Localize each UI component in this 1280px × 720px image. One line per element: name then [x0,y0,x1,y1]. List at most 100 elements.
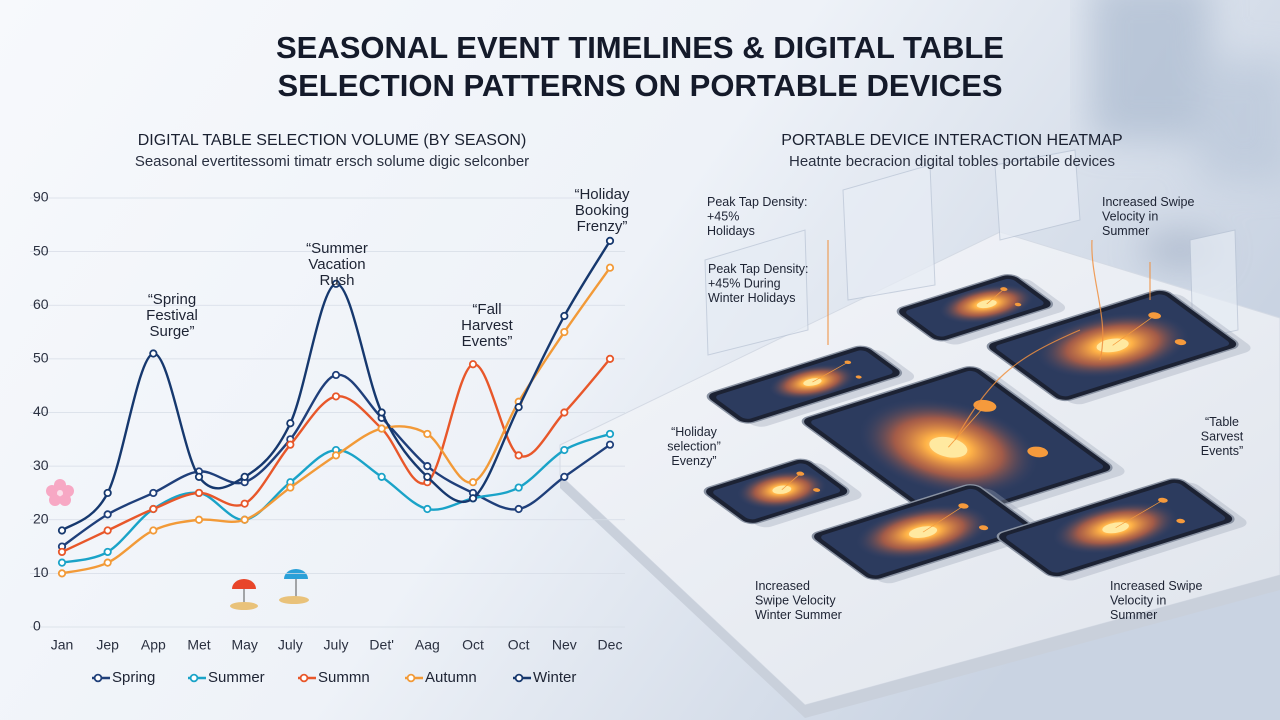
chart-title: DIGITAL TABLE SELECTION VOLUME (BY SEASO… [138,132,527,149]
legend-marker [514,673,524,683]
heat-trail [1112,315,1156,346]
devices [703,274,1251,584]
legend-marker [299,673,309,683]
annotation-line: Winter Holidays [708,291,796,305]
heat-core [1096,338,1129,353]
heat-core [772,485,792,494]
x-tick-label: May [231,637,257,653]
x-tick-label: Aag [415,637,440,653]
data-point [468,494,478,503]
legend-label: Summer [208,669,265,686]
data-point [286,419,295,428]
data-point [57,526,67,535]
x-tick-label: Nev [552,637,577,653]
data-point [240,515,249,524]
annotation: Peak Tap Density: +45% During Winter Holid… [708,262,809,305]
heat-dot [813,488,821,492]
data-point [468,360,478,369]
beach-icon [279,569,309,604]
annotation-line: Winter Summer [755,608,842,622]
heat-trail [781,473,801,490]
x-tick-label: Oct [462,637,484,653]
main-title: SELECTION PATTERNS ON PORTABLE DEVICES [277,68,1002,103]
x-tick-label: July [324,637,349,653]
annotation-line: “Table [1205,415,1239,429]
heat-dot [1148,312,1161,319]
annotation: Increased Swipe Velocity in Summer [1110,579,1202,622]
heat-trail [1115,500,1164,528]
device [801,366,1125,526]
data-point [149,349,158,358]
annotation-line: Events” [1201,444,1243,458]
annotation-line: Booking [575,202,629,219]
legend-marker [189,673,199,683]
beach-icon [230,579,258,610]
y-tick-label: 50 [33,350,49,366]
annotation-line: Vacation [308,256,365,273]
data-point [57,558,67,567]
heat-dot [1174,339,1187,346]
annotation-line: Increased Swipe [1102,195,1194,209]
data-point [514,483,523,492]
device [703,458,862,528]
legend-marker [93,673,103,683]
annotation-line: Surge” [149,323,194,340]
x-tick-label: Det' [369,637,393,653]
data-point [103,510,112,519]
annotation-line: Peak Tap Density: [707,195,808,209]
legend-label: Summn [318,669,370,686]
data-point [468,478,478,487]
heat-trail [812,362,849,383]
annotation-line: “Holiday [671,425,718,439]
y-tick-label: 40 [33,403,49,419]
annotation: “Table Sarvest Events” [1201,415,1244,458]
heat-trail [986,288,1005,305]
annotation-line: “Fall [472,301,501,318]
line-chart: 0 10 20 30 40 50 60 50 90 Jan Jep App Met May July July… [30,186,1244,686]
annotation-line: Sarvest [1201,430,1244,444]
heatmap-title: PORTABLE DEVICE INTERACTION HEATMAP [781,132,1122,149]
heat-dot [855,375,862,379]
data-point [331,451,341,460]
heat-dot [1027,446,1049,458]
annotation: Peak Tap Density: +45% Holidays [707,195,808,238]
y-tick-label: 90 [33,189,49,205]
data-point [560,445,569,455]
data-point [423,429,432,439]
device [896,274,1066,345]
heat-dot [978,525,989,531]
data-point [377,472,386,481]
annotation: Increased Swipe Velocity Winter Summer [755,579,842,622]
data-point [423,472,432,481]
y-tick-label: 0 [33,618,41,634]
x-tick-label: Dec [598,637,623,653]
data-point [103,526,112,535]
data-point [286,483,295,492]
heat-dot [1176,518,1186,524]
device [986,289,1251,405]
data-point [194,488,204,498]
device [811,484,1047,584]
heat-dot [1014,302,1022,307]
legend-label: Spring [112,669,155,686]
data-point [331,279,341,288]
sakura-icon [46,479,74,506]
data-point [149,526,158,535]
data-point [423,504,432,514]
data-point [514,451,523,460]
annotation-line: Swipe Velocity [755,594,836,608]
data-point [377,424,386,433]
y-tick-label: 10 [33,564,49,580]
annotation: “Fall Harvest Events” [461,301,514,350]
x-tick-label: Jan [51,637,74,653]
data-point [240,472,249,481]
data-point [377,408,386,417]
device [706,345,915,427]
device [996,478,1247,581]
heat-core [1102,522,1129,534]
data-point [149,504,158,514]
x-tick-label: App [141,637,166,653]
data-point [57,569,67,578]
data-point [605,440,615,449]
